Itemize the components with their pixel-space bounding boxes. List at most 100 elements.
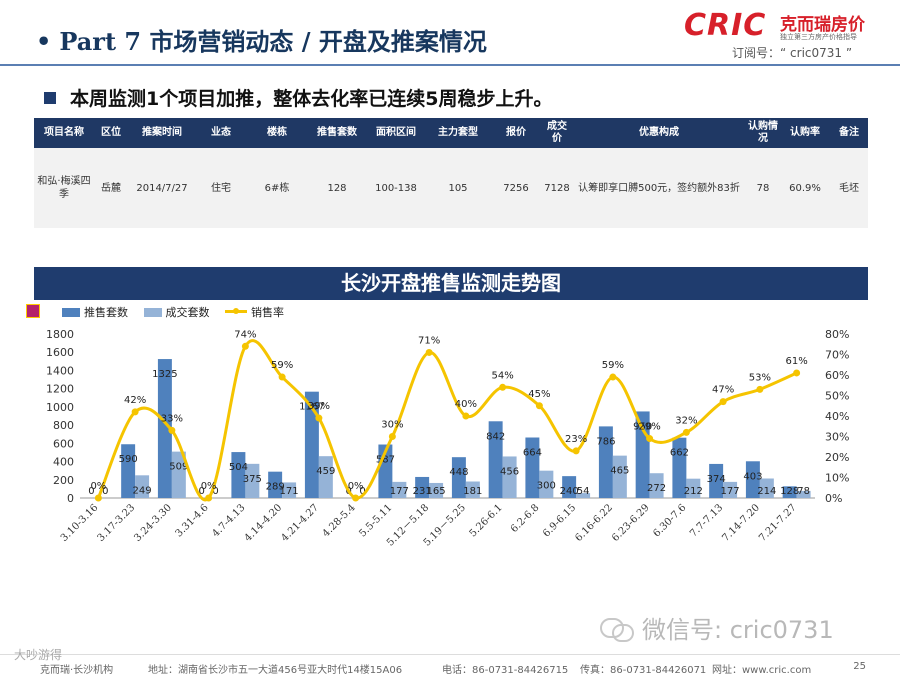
col-header: 项目名称 — [34, 118, 94, 148]
y-tick-label: 1400 — [46, 364, 74, 377]
table-cell: 100-138 — [366, 148, 426, 228]
logo-cn-text: 克而瑞房价 — [780, 15, 865, 35]
footer-fax: 传真：86-0731-84426071 — [580, 665, 707, 676]
bar-label-deal: 0 — [102, 486, 108, 497]
x-tick-label: 7.7-7.13 — [688, 502, 725, 539]
x-tick-label: 6.9-6.15 — [541, 502, 578, 539]
x-tick-label: 4.14-4.20 — [243, 502, 285, 544]
col-header: 优惠构成 — [572, 118, 746, 148]
table-cell: 2014/7/27 — [128, 148, 196, 228]
rate-point — [205, 494, 213, 502]
rate-point — [682, 428, 690, 436]
title-bullet: • — [36, 27, 52, 56]
headline: 本周监测1个项目加推，整体去化率已连续5周稳步上升。 — [44, 84, 552, 111]
bar-supply — [268, 471, 283, 498]
rate-label: 61% — [786, 356, 808, 367]
rate-point — [94, 494, 102, 502]
bar-supply — [598, 426, 613, 498]
rate-label: 32% — [675, 415, 697, 426]
x-tick-label: 3.10-3.16 — [59, 502, 101, 544]
bar-deal — [612, 455, 627, 498]
table-cell: 住宅 — [196, 148, 246, 228]
bar-label-deal: 272 — [647, 483, 666, 494]
trend-chart: 0 200 400 600 800 1000 1200 1400 1600 1800 0% 10% 20… — [46, 328, 849, 549]
bar-deal — [135, 475, 150, 498]
y-tick-label: 1200 — [46, 383, 74, 396]
footer-phone: 电话：86-0731-84426715 — [442, 665, 569, 676]
bar-label-supply: 504 — [229, 462, 248, 473]
legend-swatch — [143, 308, 162, 317]
rate-label: 45% — [528, 389, 550, 400]
col-header: 报价 — [490, 118, 542, 148]
rate-label: 59% — [271, 360, 293, 371]
table-header-row: 项目名称 区位 推案时间 业态 楼栋 推售套数 面积区间 主力套型 报价 成交价… — [34, 118, 868, 148]
rate-label: 71% — [418, 335, 440, 346]
rate-label: 47% — [712, 385, 734, 396]
bar-supply — [415, 476, 430, 498]
bar-label-supply: 448 — [449, 467, 468, 478]
bar-deal — [318, 456, 333, 498]
col-header: 主力套型 — [426, 118, 490, 148]
rate-point — [388, 433, 396, 440]
table-cell: 7128 — [542, 148, 572, 228]
rate-label: 74% — [234, 329, 256, 340]
table-cell: 和弘·梅溪四季 — [34, 148, 94, 228]
bar-label-supply: 289 — [266, 482, 285, 493]
bar-label-supply: 128 — [780, 486, 799, 497]
rate-point — [315, 414, 323, 422]
headline-text: 本周监测1个项目加推，整体去化率已连续5周稳步上升。 — [70, 88, 553, 110]
bar-label-deal: 214 — [757, 486, 776, 497]
corner-watermark: 大吵游得 — [14, 648, 63, 662]
bar-label-deal: 459 — [316, 466, 335, 477]
y-tick-label: 400 — [53, 456, 74, 469]
legend-label: 销售率 — [251, 306, 284, 319]
table-cell: 128 — [308, 148, 366, 228]
bar-deal — [282, 482, 297, 498]
x-tick-label: 5.5-5.11 — [357, 502, 394, 539]
rate-point — [499, 383, 507, 391]
table-cell: 60.9% — [780, 148, 830, 228]
bar-label-supply: 231 — [413, 486, 432, 497]
rate-label: 39% — [308, 401, 330, 412]
y2-tick-label: 50% — [825, 390, 849, 403]
bar-label-supply: 662 — [670, 448, 689, 459]
bar-label-supply: 403 — [743, 471, 762, 482]
bar-label-deal: 177 — [721, 486, 740, 497]
rate-label: 29% — [639, 422, 661, 433]
table-cell: 7256 — [490, 148, 542, 228]
y-tick-label: 200 — [53, 474, 74, 487]
legend-label: 成交套数 — [165, 306, 210, 319]
bar-label-deal: 171 — [280, 486, 299, 497]
rate-label: 40% — [455, 399, 477, 410]
x-tick-label: 4.7-4.13 — [210, 502, 247, 539]
y-tick-label: 600 — [53, 437, 74, 450]
footer-web: 网址：www.cric.com — [712, 665, 812, 676]
bar-label-deal: 300 — [537, 481, 556, 492]
bar-deal — [465, 481, 480, 498]
rate-label: 0% — [90, 481, 106, 492]
project-table: 项目名称 区位 推案时间 业态 楼栋 推售套数 面积区间 主力套型 报价 成交价… — [34, 118, 868, 228]
table-cell: 岳麓 — [94, 148, 128, 228]
legend-item-supply: 推售套数 — [62, 306, 128, 319]
bar-label-deal: 181 — [463, 486, 482, 497]
x-tick-label: 3.31-4.6 — [174, 502, 211, 539]
bar-label-supply: 1325 — [152, 369, 177, 380]
footer-address: 地址：湖南省长沙市五一大道456号亚大时代14楼15A06 — [148, 665, 403, 676]
rate-label: 30% — [381, 420, 403, 431]
rate-point — [168, 426, 176, 434]
chart-title: 长沙开盘推售监测走势图 — [34, 267, 868, 300]
rate-point — [462, 412, 470, 420]
x-tick-label: 6.30-7.6 — [651, 502, 688, 539]
rate-point — [535, 402, 543, 410]
bar-deal — [796, 490, 811, 498]
col-header: 推案时间 — [128, 118, 196, 148]
rate-label: 42% — [124, 395, 146, 406]
table-cell: 毛坯 — [830, 148, 868, 228]
bar-supply — [745, 461, 760, 498]
bar-deal — [539, 470, 554, 498]
bar-deal — [171, 451, 186, 498]
rate-point — [609, 373, 617, 381]
bar-label-deal: 212 — [684, 486, 703, 497]
bar-label-supply: 0 — [88, 486, 94, 497]
rate-point — [278, 373, 286, 381]
